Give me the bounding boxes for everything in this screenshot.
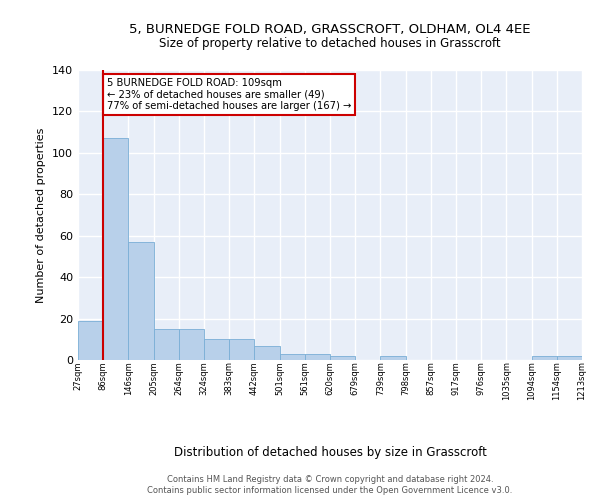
Bar — [78, 320, 103, 360]
Bar — [305, 354, 330, 360]
Bar — [330, 356, 355, 360]
Bar — [229, 340, 254, 360]
Text: Size of property relative to detached houses in Grasscroft: Size of property relative to detached ho… — [159, 38, 501, 51]
Bar — [154, 329, 179, 360]
Bar — [204, 340, 229, 360]
Bar — [532, 356, 557, 360]
Bar — [254, 346, 280, 360]
Text: Contains public sector information licensed under the Open Government Licence v3: Contains public sector information licen… — [148, 486, 512, 495]
Bar — [128, 242, 154, 360]
Bar — [380, 356, 406, 360]
Bar — [103, 138, 128, 360]
Text: Contains HM Land Registry data © Crown copyright and database right 2024.: Contains HM Land Registry data © Crown c… — [167, 475, 493, 484]
Bar — [280, 354, 305, 360]
Text: Distribution of detached houses by size in Grasscroft: Distribution of detached houses by size … — [173, 446, 487, 459]
Text: 5 BURNEDGE FOLD ROAD: 109sqm
← 23% of detached houses are smaller (49)
77% of se: 5 BURNEDGE FOLD ROAD: 109sqm ← 23% of de… — [107, 78, 352, 112]
Text: 5, BURNEDGE FOLD ROAD, GRASSCROFT, OLDHAM, OL4 4EE: 5, BURNEDGE FOLD ROAD, GRASSCROFT, OLDHA… — [129, 22, 531, 36]
Y-axis label: Number of detached properties: Number of detached properties — [37, 128, 46, 302]
Bar — [179, 329, 204, 360]
Bar — [557, 356, 582, 360]
